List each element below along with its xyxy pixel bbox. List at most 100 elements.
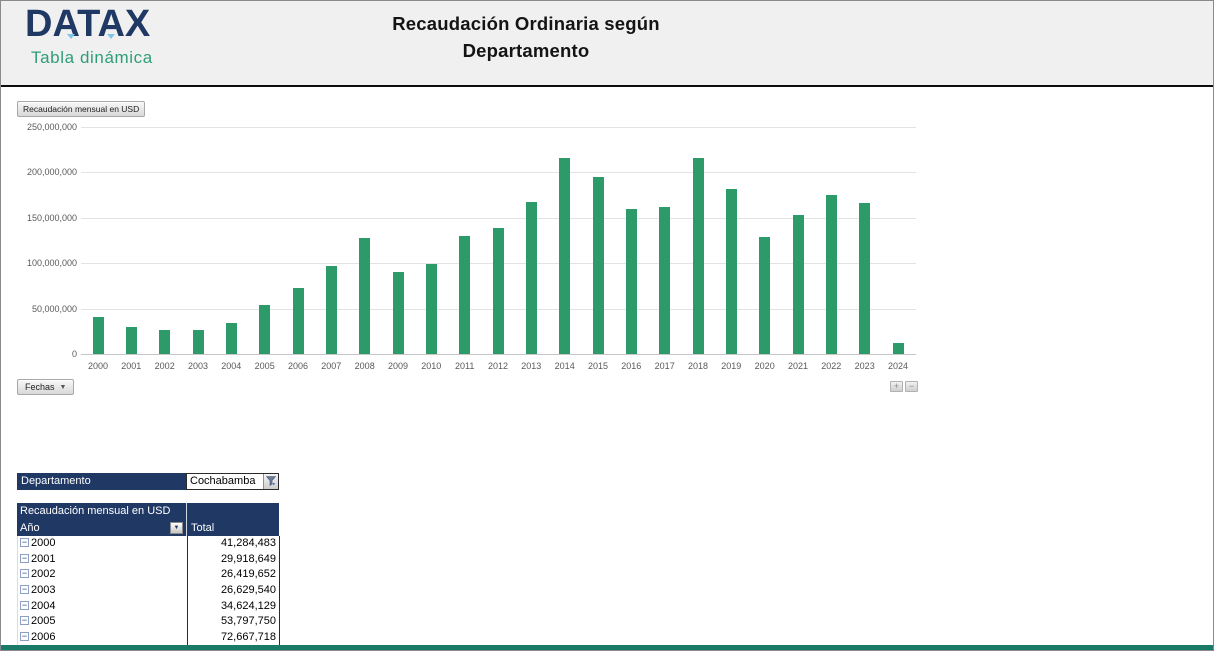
chart-field-button-measure[interactable]: Recaudación mensual en USD	[17, 101, 146, 117]
collapse-box-icon[interactable]: −	[20, 599, 29, 610]
gridline	[81, 172, 916, 174]
table-row: −2001 29,918,649	[18, 551, 280, 568]
year-label: 2000	[31, 537, 56, 549]
x-axis-tick-label: 2006	[287, 361, 309, 371]
bar-2007	[325, 266, 337, 354]
bar-2011	[459, 236, 471, 354]
x-axis-tick-label: 2016	[621, 361, 642, 371]
x-axis-tick-label: 2015	[587, 361, 609, 371]
bar-2012	[492, 228, 504, 354]
gridline	[81, 217, 916, 219]
x-axis-tick-label: 2021	[787, 361, 809, 371]
total-value: 72,667,718	[187, 630, 280, 646]
year-cell: −2005	[18, 614, 187, 630]
chart-field-button-fechas[interactable]: Fechas ▼	[17, 379, 75, 395]
x-axis-tick-label: 2001	[121, 361, 142, 371]
total-value: 29,918,649	[187, 551, 280, 568]
table-row: −2006 72,667,718	[18, 630, 280, 646]
pivot-table-body: −2000 41,284,483−2001 29,918,649−2002 26,41…	[17, 536, 280, 646]
bar-2016	[625, 209, 637, 354]
x-axis-tick-label: 2004	[221, 361, 242, 371]
bar-2001	[125, 327, 137, 354]
x-axis-tick-label: 2013	[521, 361, 542, 371]
x-axis-tick-label: 2022	[821, 361, 842, 371]
x-axis-tick-label: 2011	[455, 361, 475, 371]
year-cell: −2002	[18, 567, 187, 583]
year-label: 2005	[31, 615, 56, 628]
total-value: 26,419,652	[187, 567, 280, 584]
collapse-box-icon[interactable]: −	[20, 568, 29, 579]
x-axis-tick-label: 2019	[721, 361, 742, 371]
year-label: 2002	[31, 568, 56, 581]
y-axis-tick-label: 150,000,000	[26, 212, 77, 223]
bar-2019	[725, 189, 737, 354]
x-axis-tick-label: 2010	[421, 361, 442, 371]
x-axis-tick-label: 2009	[387, 361, 409, 371]
page-title: Recaudación Ordinaria según Departamento	[281, 10, 771, 64]
x-axis-tick-label: 2000	[87, 361, 109, 371]
x-axis-tick-label: 2023	[854, 361, 875, 371]
pivot-measure-header-spacer	[186, 503, 279, 520]
x-axis-tick-label: 2007	[321, 361, 342, 371]
collapse-box-icon[interactable]: −	[20, 537, 29, 547]
filter-value-cell[interactable]: Cochabamba	[186, 473, 279, 490]
year-label: 2003	[31, 584, 56, 597]
row-field-dropdown-icon[interactable]: ▼	[170, 522, 183, 534]
chart-collapse-button[interactable]: −	[905, 381, 918, 392]
bar-2021	[792, 215, 804, 354]
table-row: −2005 53,797,750	[18, 614, 280, 631]
collapse-box-icon[interactable]: −	[20, 631, 29, 642]
logo-datax: DATAX	[25, 3, 151, 45]
x-axis-tick-label: 2012	[487, 361, 509, 371]
x-axis-tick-label: 2014	[554, 361, 575, 371]
header-band: DATAX Tabla dinámica Recaudación Ordinar…	[1, 1, 1213, 87]
filter-field-label: Departamento	[17, 473, 186, 490]
bar-2006	[292, 288, 304, 354]
bar-2008	[359, 238, 371, 354]
bar-2022	[825, 195, 837, 354]
bar-2014	[559, 158, 571, 354]
bar-2009	[392, 272, 404, 354]
bar-2010	[425, 264, 437, 354]
filter-funnel-icon[interactable]	[263, 474, 278, 489]
logo-accent-icon	[67, 34, 75, 39]
gridline	[81, 127, 916, 128]
y-axis-tick-label: 50,000,000	[31, 303, 77, 314]
bar-2013	[525, 202, 537, 354]
pivot-total-header: Total	[186, 520, 279, 536]
year-cell: −2000	[18, 536, 187, 552]
x-axis-tick-label: 2024	[887, 361, 909, 371]
year-cell: −2001	[18, 552, 187, 568]
collapse-box-icon[interactable]: −	[20, 584, 29, 595]
bar-2015	[592, 177, 604, 354]
year-cell: −2004	[18, 599, 187, 615]
year-label: 2006	[31, 631, 56, 644]
page-title-line2: Departamento	[462, 40, 590, 61]
bar-2020	[759, 237, 771, 354]
logo-accent-icon	[107, 34, 115, 39]
collapse-box-icon[interactable]: −	[20, 552, 29, 563]
bar-2000	[92, 317, 104, 354]
collapse-box-icon[interactable]: −	[20, 615, 29, 626]
chevron-down-icon: ▼	[59, 384, 67, 391]
bar-2023	[859, 203, 871, 354]
chart-expand-button[interactable]: +	[890, 381, 903, 392]
table-row: −2002 26,419,652	[18, 567, 280, 584]
bar-2004	[225, 323, 237, 354]
x-axis-tick-label: 2020	[754, 361, 775, 371]
table-row: −2004 34,624,129	[18, 598, 280, 615]
table-row: −2003 26,629,540	[18, 583, 280, 599]
year-label: 2004	[31, 599, 56, 612]
total-value: 41,284,483	[187, 536, 280, 552]
bar-2002	[159, 330, 171, 354]
y-axis-tick-label: 250,000,000	[26, 122, 77, 132]
year-label: 2001	[31, 552, 56, 565]
gridline	[81, 354, 916, 355]
page-title-line1: Recaudación Ordinaria según	[392, 13, 660, 34]
x-axis-tick-label: 2003	[187, 361, 209, 371]
table-row: −2000 41,284,483	[18, 536, 280, 552]
total-value: 34,624,129	[187, 598, 280, 615]
y-axis-tick-label: 200,000,000	[26, 167, 77, 178]
bottom-accent-bar	[1, 645, 1213, 650]
